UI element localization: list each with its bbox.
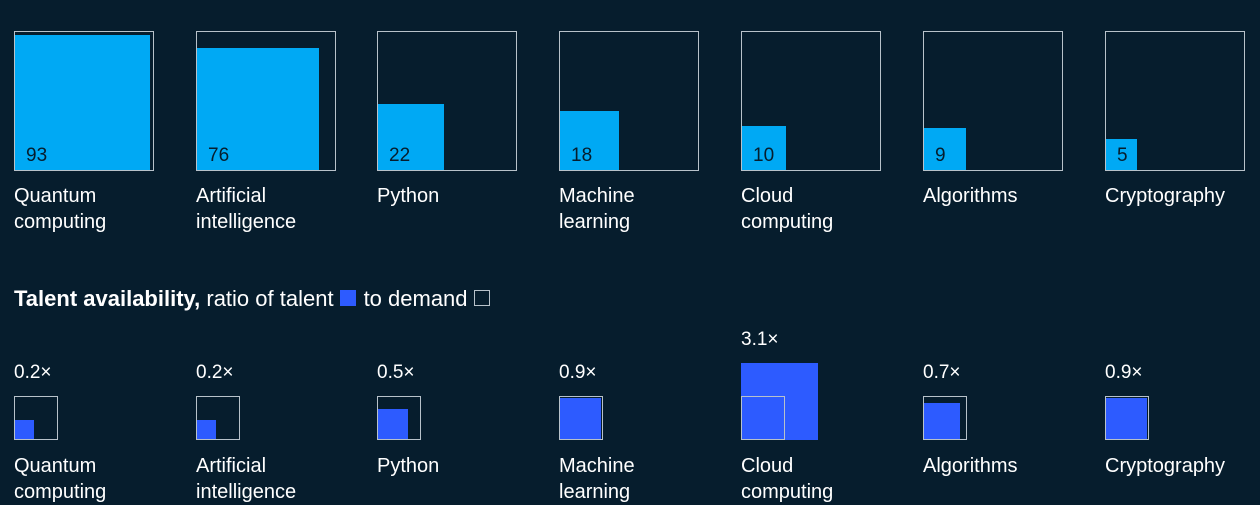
demand-outline-algorithms [923,396,967,440]
talent-legend-mid: to demand [363,286,468,311]
demand-outline-cryptography [1105,396,1149,440]
demand-skill-label: Python [377,185,440,207]
talent-bar-cryptography [1105,398,1147,440]
demand-box-machine-learning [559,31,699,171]
demand-bar-quantum-computing [15,34,150,170]
talent-skill-label: Cryptography [1105,455,1226,477]
talent-bar-quantum-computing [14,420,34,440]
talent-skill-label: Artificial intelligence [196,455,297,503]
demand-skill-label: Algorithms [923,185,1018,207]
demand-value-label: 22 [389,145,411,166]
talent-bar-cloud-computing [741,362,819,440]
ratio-value-label: 0.7× [923,362,961,383]
talent-skill-label: Python [377,455,440,477]
demand-bar-algorithms [924,128,966,170]
ratio-value-label: 0.5× [377,362,415,383]
talent-title-bold: Talent availability, [14,286,201,311]
demand-bar-python [378,104,444,170]
demand-box-python [377,31,517,171]
ratio-value-label: 3.1× [741,328,779,350]
demand-bar-cloud-computing [742,125,787,170]
talent-bar-algorithms [923,403,960,440]
talent-skill-label: Cloud computing [741,455,834,503]
talent-skill-label: Algorithms [923,455,1018,477]
demand-skill-label: Artificial intelligence [196,185,297,233]
ratio-value-label: 0.2× [14,362,52,383]
demand-value-label: 9 [935,145,946,166]
demand-outline-python [377,396,421,440]
demand-skill-label: Cryptography [1105,185,1226,207]
talent-skill-label: Quantum computing [14,455,107,503]
demand-box-quantum-computing [14,31,154,171]
talent-section-title: Talent availability, ratio of talent to d… [14,285,490,313]
demand-value-label: 18 [571,145,593,166]
legend-demand-swatch [473,290,490,307]
talent-bar-machine-learning [559,398,601,440]
demand-bar-cryptography [1106,138,1138,170]
demand-skill-label: Quantum computing [14,185,107,233]
talent-skill-label: Machine learning [559,455,635,503]
demand-bar-machine-learning [560,110,620,170]
talent-title-rest: ratio of talent [206,286,334,311]
demand-box-cloud-computing [741,31,881,171]
demand-bar-artificial-intelligence [197,47,320,170]
demand-box-cryptography [1105,31,1245,171]
demand-value-label: 5 [1117,145,1128,166]
talent-bar-python [377,408,409,440]
demand-value-label: 93 [26,145,48,166]
ratio-value-label: 0.2× [196,362,234,383]
talent-bar-artificial-intelligence [196,420,216,440]
demand-outline-machine-learning [559,396,603,440]
demand-outline-quantum-computing [14,396,58,440]
demand-box-algorithms [923,31,1063,171]
ratio-value-label: 0.9× [559,362,597,383]
demand-box-artificial-intelligence [196,31,336,171]
ratio-value-label: 0.9× [1105,362,1143,383]
demand-outline-artificial-intelligence [196,396,240,440]
legend-talent-swatch [339,290,356,307]
demand-value-label: 76 [208,145,230,166]
demand-outline-cloud-computing [741,396,785,440]
demand-skill-label: Machine learning [559,185,635,233]
demand-value-label: 10 [753,145,775,166]
demand-skill-label: Cloud computing [741,185,834,233]
